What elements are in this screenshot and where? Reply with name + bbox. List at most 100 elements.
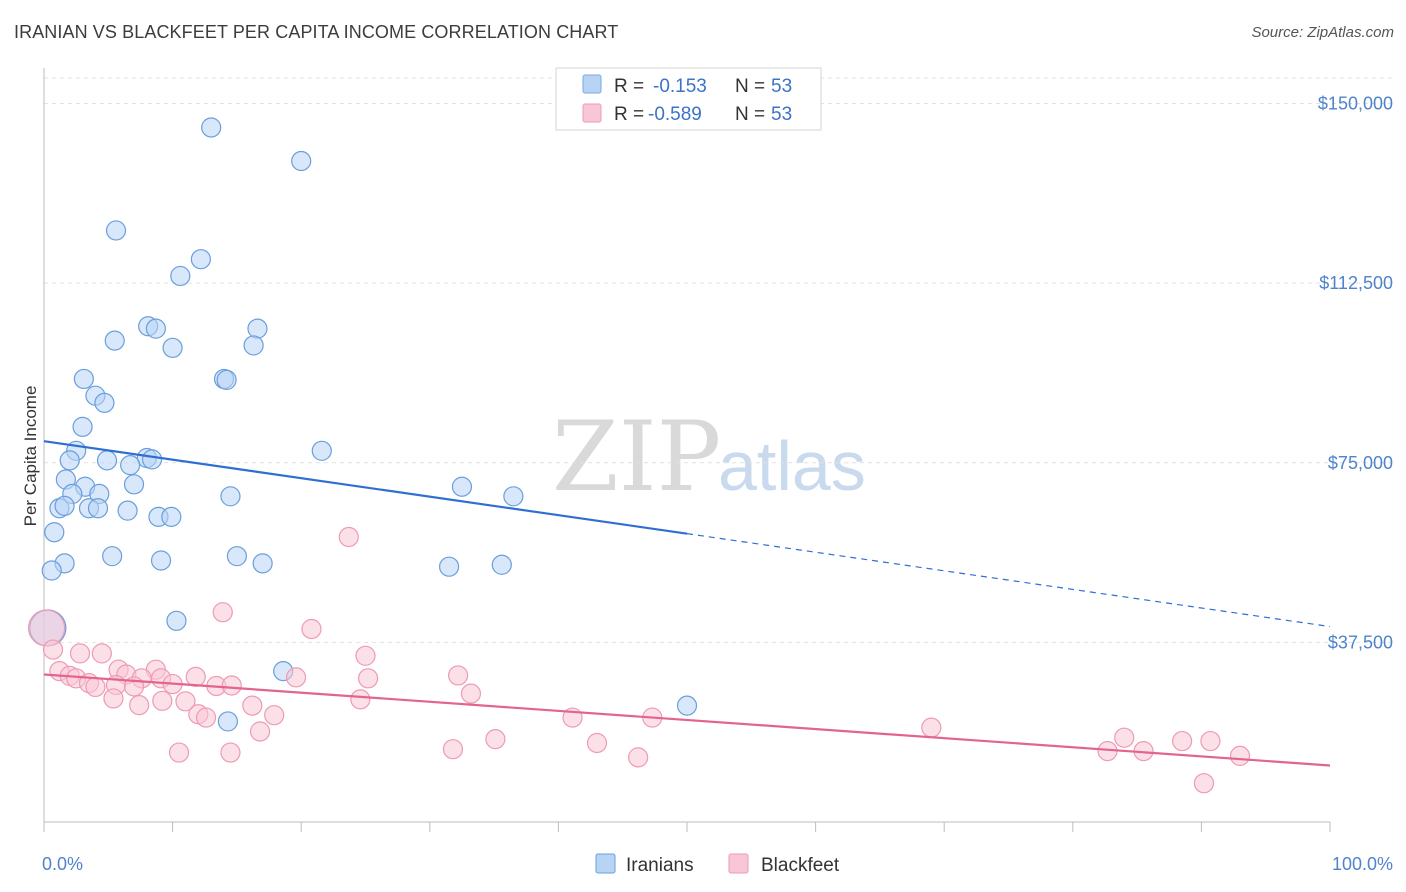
point-blackfeet-17: [285, 667, 307, 688]
trend-line-iranians: [43, 440, 688, 535]
point-iranians-6: [145, 318, 166, 339]
legend-r-value-iranians: -0.153: [653, 76, 707, 97]
point-iranians-33: [54, 495, 75, 516]
chart-title: IRANIAN VS BLACKFEET PER CAPITA INCOME C…: [14, 22, 619, 42]
point-iranians-51: [217, 711, 238, 732]
point-blackfeet-42: [921, 717, 942, 738]
point-iranians-19: [59, 450, 80, 471]
point-blackfeet-26: [221, 675, 242, 696]
watermark-atlas: atlas: [718, 427, 866, 505]
point-iranians-42: [150, 550, 172, 571]
point-blackfeet-52: [1229, 745, 1251, 767]
point-iranians-45: [438, 556, 460, 577]
source-label: Source: ZipAtlas.com: [1251, 24, 1394, 41]
point-iranians-20: [96, 450, 118, 471]
point-blackfeet-28: [129, 695, 150, 716]
trend-line-iranians-extension: [686, 533, 1331, 628]
point-iranians-18: [311, 440, 332, 461]
point-iranians-23: [120, 455, 141, 476]
legend-n-value-blackfeet: 53: [771, 104, 792, 125]
point-blackfeet-40: [485, 729, 506, 750]
point-iranians-1: [291, 150, 312, 172]
point-iranians-35: [87, 498, 109, 519]
y-tick-label-0: $37,500: [1328, 632, 1393, 652]
point-iranians-31: [503, 486, 524, 507]
point-blackfeet-21: [85, 676, 106, 698]
correlation-legend: R = -0.153 N = 53 R = -0.589 N = 53: [555, 67, 822, 131]
point-iranians-22: [141, 449, 163, 470]
series-points-blackfeet: [27, 526, 1251, 794]
y-tick-labels: $37,500 $75,000 $112,500 $150,000: [1318, 94, 1393, 653]
point-iranians-30: [220, 486, 241, 507]
point-iranians-40: [102, 546, 123, 567]
point-blackfeet-19: [447, 665, 469, 686]
point-blackfeet-53: [1193, 773, 1215, 794]
watermark-zip: ZIP: [552, 401, 721, 513]
point-iranians-25: [123, 474, 145, 495]
point-blackfeet-31: [242, 695, 263, 716]
y-tick-label-1: $75,000: [1328, 453, 1393, 473]
series-legend-label-blackfeet: Blackfeet: [761, 855, 840, 876]
point-blackfeet-16: [185, 666, 206, 687]
point-iranians-52: [676, 695, 698, 716]
point-iranians-44: [252, 553, 273, 574]
x-tick-labels: 0.0% 100.0%: [42, 854, 1393, 874]
point-blackfeet-7: [355, 645, 376, 666]
y-axis-label: Per Capita Income: [21, 386, 40, 527]
point-iranians-46: [491, 554, 512, 575]
point-iranians-48: [166, 610, 187, 631]
point-iranians-36: [117, 500, 138, 521]
point-iranians-8: [104, 330, 125, 351]
legend-swatch-iranians: [582, 74, 602, 94]
point-iranians-9: [162, 337, 183, 358]
series-legend-swatch-blackfeet: [728, 853, 749, 874]
point-iranians-11: [73, 368, 94, 390]
series-legend-label-iranians: Iranians: [626, 855, 694, 876]
point-iranians-4: [170, 265, 191, 287]
point-blackfeet-43: [1114, 727, 1135, 748]
point-blackfeet-47: [1200, 730, 1221, 752]
point-iranians-0: [201, 117, 222, 138]
point-blackfeet-4: [42, 639, 64, 660]
point-iranians-7: [247, 318, 268, 339]
point-blackfeet-6: [91, 643, 112, 664]
trend-line-blackfeet: [43, 673, 1331, 767]
point-blackfeet-41: [586, 732, 608, 754]
point-blackfeet-36: [264, 705, 285, 726]
legend-n-label-blackfeet: N =: [735, 104, 765, 125]
data-points: [27, 117, 1251, 794]
point-blackfeet-33: [460, 683, 482, 704]
point-blackfeet-39: [249, 721, 271, 742]
trend-lines: [43, 440, 1331, 767]
point-iranians-10: [243, 335, 264, 356]
point-blackfeet-51: [628, 747, 649, 768]
series-legend: Iranians Blackfeet: [595, 853, 840, 876]
series-legend-swatch-iranians: [595, 853, 616, 874]
point-iranians-15: [94, 392, 115, 413]
point-blackfeet-2: [301, 618, 322, 640]
point-iranians-3: [190, 249, 211, 270]
point-blackfeet-1: [212, 602, 233, 623]
legend-swatch-blackfeet: [582, 103, 602, 123]
point-iranians-16: [72, 416, 93, 437]
point-blackfeet-27: [103, 688, 124, 709]
point-blackfeet-48: [168, 742, 190, 763]
point-iranians-38: [161, 506, 182, 527]
series-points-iranians: [29, 117, 698, 732]
point-blackfeet-30: [175, 691, 196, 712]
point-blackfeet-32: [350, 689, 371, 710]
point-blackfeet-0: [338, 526, 359, 548]
point-iranians-47: [41, 560, 62, 581]
point-iranians-2: [105, 220, 127, 241]
legend-n-value-iranians: 53: [771, 76, 792, 97]
point-blackfeet-49: [220, 742, 241, 763]
y-tick-label-3: $150,000: [1318, 94, 1393, 114]
legend-r-label-iranians: R =: [614, 76, 644, 97]
point-blackfeet-5: [69, 643, 91, 664]
point-iranians-41: [226, 546, 247, 567]
point-blackfeet-35: [195, 707, 217, 728]
legend-r-value-blackfeet: -0.589: [648, 104, 702, 125]
point-blackfeet-50: [442, 739, 464, 760]
x-tick-label-right: 100.0%: [1332, 854, 1393, 874]
